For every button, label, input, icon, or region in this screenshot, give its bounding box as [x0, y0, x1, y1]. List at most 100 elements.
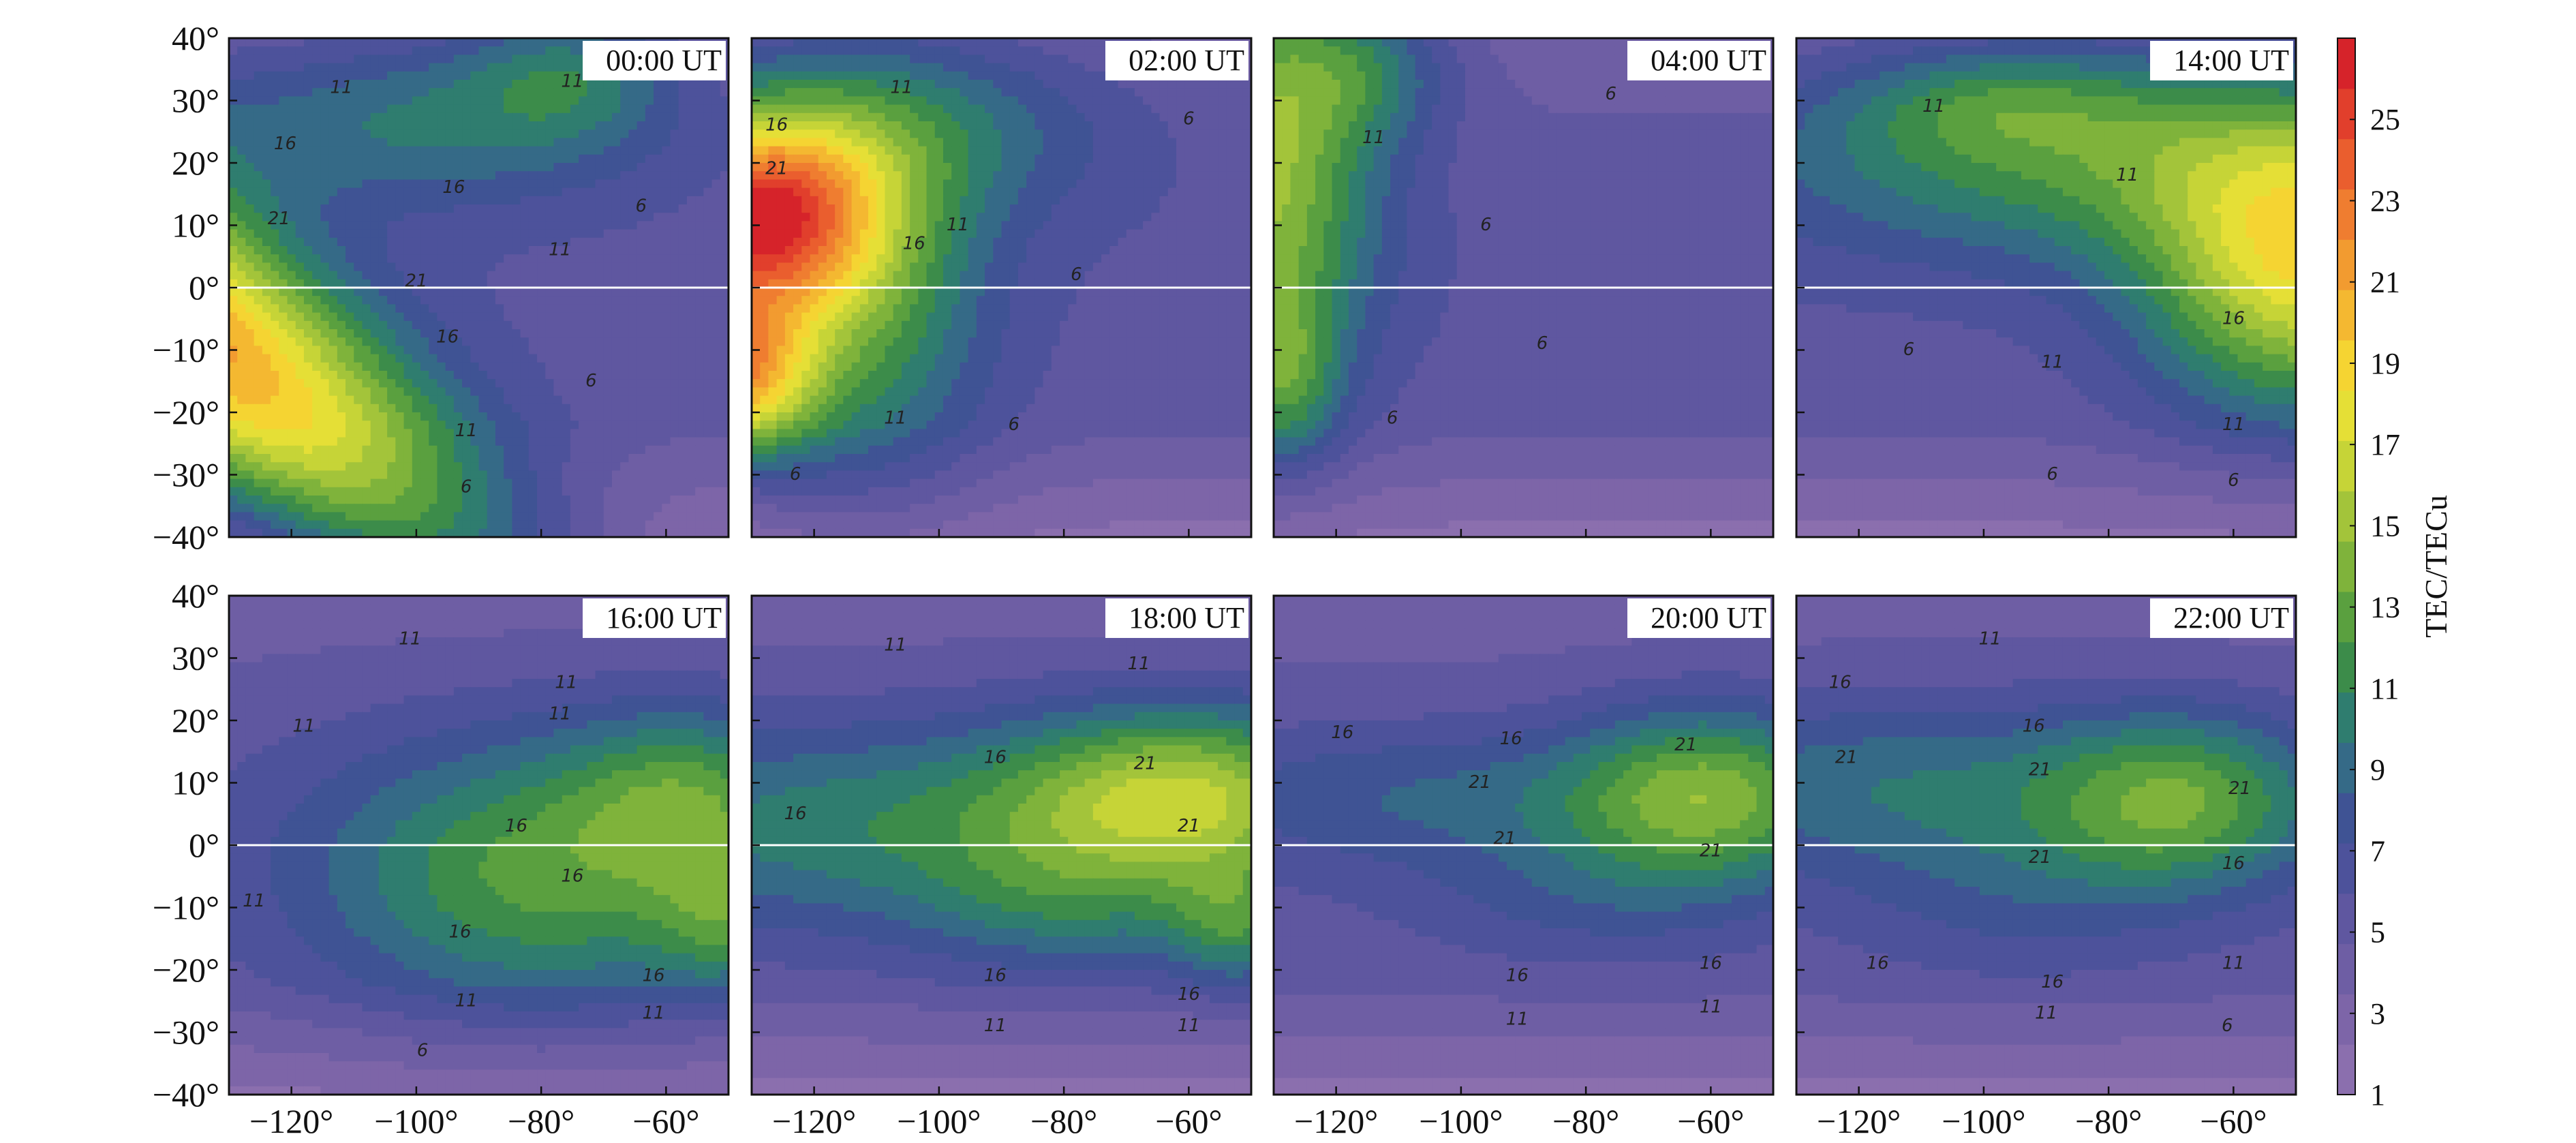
- tec-cell: [818, 129, 827, 139]
- tec-cell: [868, 63, 878, 72]
- tec-cell: [570, 520, 579, 530]
- contour-label: 6: [635, 196, 647, 217]
- tec-cell: [562, 129, 571, 139]
- tec-cell: [553, 237, 563, 247]
- tec-cell: [312, 412, 322, 421]
- tec-cell: [595, 403, 604, 413]
- tec-cell: [254, 504, 263, 513]
- tec-cell: [1084, 55, 1094, 64]
- tec-cell: [553, 146, 563, 155]
- tec-cell: [720, 346, 729, 355]
- tec-cell: [412, 63, 421, 72]
- tec-cell: [934, 38, 944, 47]
- tec-cell: [495, 196, 504, 205]
- tec-cell: [462, 337, 472, 347]
- tec-cell: [901, 163, 910, 172]
- tec-cell: [1167, 104, 1177, 114]
- tec-cell: [1060, 146, 1069, 155]
- tec-cell: [670, 221, 679, 230]
- tec-cell: [312, 46, 322, 56]
- tec-cell: [262, 395, 271, 405]
- tec-cell: [570, 71, 579, 80]
- tec-cell: [1126, 204, 1135, 213]
- tec-cell: [851, 63, 861, 72]
- tec-cell: [328, 462, 338, 472]
- tec-cell: [645, 146, 654, 155]
- tec-cell: [570, 154, 579, 164]
- tec-cell: [271, 312, 280, 322]
- tec-cell: [628, 520, 638, 530]
- tec-cell: [637, 129, 646, 139]
- tec-cell: [835, 179, 844, 189]
- tec-cell: [611, 445, 621, 455]
- tec-cell: [885, 138, 894, 147]
- tec-cell: [654, 320, 663, 330]
- tec-cell: [893, 154, 902, 164]
- tec-cell: [570, 504, 579, 513]
- tec-cell: [628, 454, 638, 463]
- tec-cell: [784, 163, 794, 172]
- tec-cell: [942, 163, 952, 172]
- tec-cell: [1126, 112, 1135, 122]
- tec-cell: [545, 412, 555, 421]
- tec-cell: [512, 379, 521, 388]
- tec-cell: [545, 112, 555, 122]
- tec-cell: [312, 163, 322, 172]
- tec-cell: [354, 55, 363, 64]
- tec-cell: [1001, 121, 1011, 130]
- tec-cell: [412, 379, 421, 388]
- tec-cell: [810, 80, 819, 89]
- tec-cell: [478, 63, 488, 72]
- tec-cell: [1001, 80, 1011, 89]
- tec-cell: [303, 429, 313, 438]
- tec-cell: [295, 163, 305, 172]
- tec-cell: [437, 421, 446, 430]
- tec-cell: [934, 138, 944, 147]
- tec-cell: [703, 112, 713, 122]
- tec-cell: [1109, 204, 1119, 213]
- tec-cell: [354, 63, 363, 72]
- tec-cell: [678, 487, 688, 496]
- tec-cell: [859, 55, 869, 64]
- tec-cell: [520, 262, 530, 272]
- tec-cell: [437, 528, 446, 537]
- tec-cell: [562, 88, 571, 97]
- tec-cell: [670, 487, 679, 496]
- tec-cell: [885, 112, 894, 122]
- tec-cell: [470, 138, 480, 147]
- tec-cell: [1159, 138, 1169, 147]
- tec-cell: [579, 421, 588, 430]
- tec-cell: [346, 229, 355, 239]
- tec-cell: [545, 478, 555, 488]
- tec-cell: [587, 229, 596, 239]
- tec-cell: [504, 121, 513, 130]
- tec-cell: [985, 179, 994, 189]
- tec-cell: [976, 171, 985, 181]
- tec-cell: [711, 462, 721, 472]
- tec-cell: [229, 38, 239, 47]
- tec-cell: [1092, 88, 1102, 97]
- tec-cell: [328, 320, 338, 330]
- tec-cell: [926, 88, 936, 97]
- tec-cell: [445, 487, 455, 496]
- tec-cell: [328, 46, 338, 56]
- tec-cell: [387, 395, 397, 405]
- tec-cell: [776, 171, 786, 181]
- tec-cell: [801, 171, 811, 181]
- tec-cell: [678, 478, 688, 488]
- tec-cell: [611, 371, 621, 380]
- tec-cell: [370, 80, 380, 89]
- tec-cell: [487, 445, 496, 455]
- tec-cell: [328, 478, 338, 488]
- tec-cell: [910, 146, 919, 155]
- tec-cell: [370, 154, 380, 164]
- tec-cell: [337, 146, 346, 155]
- tec-cell: [951, 63, 961, 72]
- tec-cell: [1109, 187, 1119, 197]
- tec-cell: [462, 187, 472, 197]
- tec-cell: [1151, 196, 1161, 205]
- tec-cell: [595, 528, 604, 537]
- tec-cell: [843, 38, 853, 47]
- tec-cell: [328, 237, 338, 247]
- tec-cell: [237, 38, 247, 47]
